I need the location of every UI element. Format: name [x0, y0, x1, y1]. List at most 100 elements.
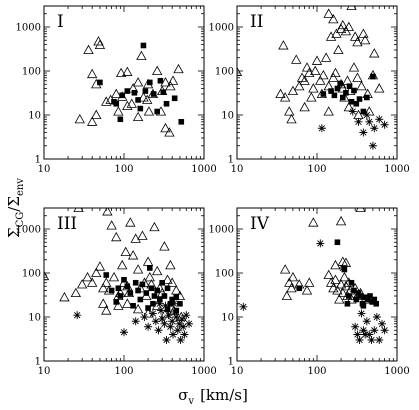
y-tick-label: 1000: [209, 22, 234, 33]
point-triangle: [323, 269, 334, 280]
point-triangle: [137, 230, 148, 240]
point-asterisk: [144, 322, 153, 331]
series-asterisk: [239, 239, 389, 345]
y-tick-label: 1000: [16, 22, 41, 33]
point-triangle: [325, 277, 337, 287]
point-square: [348, 279, 355, 286]
point-asterisk: [380, 120, 389, 129]
point-triangle: [343, 21, 355, 31]
point-square: [360, 302, 367, 309]
axis-ticks: [236, 207, 397, 362]
panel-label: II: [250, 12, 263, 32]
point-square: [124, 283, 131, 290]
point-asterisk: [354, 117, 363, 126]
point-triangle: [86, 116, 98, 126]
point-triangle: [82, 271, 93, 282]
point-triangle: [144, 271, 155, 282]
y-tick-label: 100: [22, 66, 41, 77]
point-triangle: [101, 96, 112, 106]
point-square: [337, 80, 344, 87]
point-triangle: [44, 270, 50, 281]
point-triangle: [122, 100, 133, 111]
point-square: [131, 89, 138, 96]
point-triangle: [111, 88, 122, 99]
x-tick-label: 100: [114, 366, 133, 377]
point-square: [161, 293, 168, 299]
point-asterisk: [316, 239, 325, 248]
point-triangle: [349, 31, 361, 41]
point-square: [151, 293, 158, 299]
point-triangle: [340, 280, 352, 291]
point-square: [344, 300, 351, 307]
point-asterisk: [158, 315, 167, 324]
point-triangle: [143, 106, 155, 116]
point-triangle: [132, 77, 144, 87]
point-triangle: [332, 285, 343, 295]
point-triangle: [98, 282, 109, 293]
point-asterisk: [365, 330, 374, 339]
point-triangle: [149, 221, 160, 232]
point-asterisk: [151, 317, 160, 326]
point-triangle: [130, 233, 141, 243]
y-tick-label: 10: [221, 110, 234, 121]
point-triangle: [308, 217, 319, 227]
point-triangle: [122, 66, 133, 76]
point-triangle: [299, 75, 310, 85]
point-square: [178, 119, 185, 125]
point-triangle: [91, 109, 102, 119]
point-asterisk: [172, 312, 181, 321]
point-square: [148, 285, 155, 292]
point-square: [135, 97, 141, 103]
panel-label: IV: [250, 214, 270, 234]
point-asterisk: [185, 319, 194, 328]
point-triangle: [291, 54, 302, 64]
point-square: [367, 293, 373, 299]
point-triangle: [126, 98, 137, 108]
point-triangle: [299, 101, 310, 112]
point-asterisk: [169, 330, 178, 339]
point-square: [163, 100, 170, 107]
point-triangle: [94, 261, 106, 271]
plot-frame: [43, 5, 205, 160]
point-triangle: [330, 274, 341, 284]
point-asterisk: [140, 312, 149, 321]
point-triangle: [308, 83, 319, 93]
point-square: [117, 293, 124, 299]
point-triangle: [304, 67, 315, 78]
series-open-triangle: [74, 36, 184, 137]
point-asterisk: [154, 326, 163, 335]
series-filled-square: [97, 42, 185, 125]
point-triangle: [359, 34, 371, 45]
point-triangle: [173, 63, 184, 74]
point-triangle: [310, 65, 321, 75]
point-triangle: [76, 279, 88, 289]
point-asterisk: [131, 317, 140, 326]
point-asterisk: [169, 299, 178, 308]
point-square: [137, 296, 144, 303]
point-triangle: [330, 259, 341, 270]
point-triangle: [59, 291, 70, 302]
point-square: [364, 296, 371, 303]
point-square: [145, 305, 151, 311]
point-square: [143, 290, 150, 296]
point-triangle: [171, 285, 182, 295]
x-tick-label: 100: [114, 164, 133, 175]
point-triangle: [337, 287, 348, 298]
point-asterisk: [170, 307, 179, 316]
point-square: [146, 79, 153, 86]
point-asterisk: [173, 326, 182, 335]
point-triangle: [160, 77, 171, 87]
point-square: [357, 293, 364, 299]
y-tick-label: 10: [28, 312, 41, 323]
point-triangle: [284, 277, 295, 287]
point-triangle: [331, 28, 342, 38]
point-asterisk: [164, 311, 173, 320]
point-square: [296, 285, 303, 292]
point-square: [97, 79, 103, 86]
point-asterisk: [175, 319, 184, 328]
y-tick-label: 100: [215, 66, 234, 77]
y-tick-label: 1: [35, 155, 41, 166]
point-triangle: [335, 215, 347, 226]
point-triangle: [86, 277, 98, 287]
